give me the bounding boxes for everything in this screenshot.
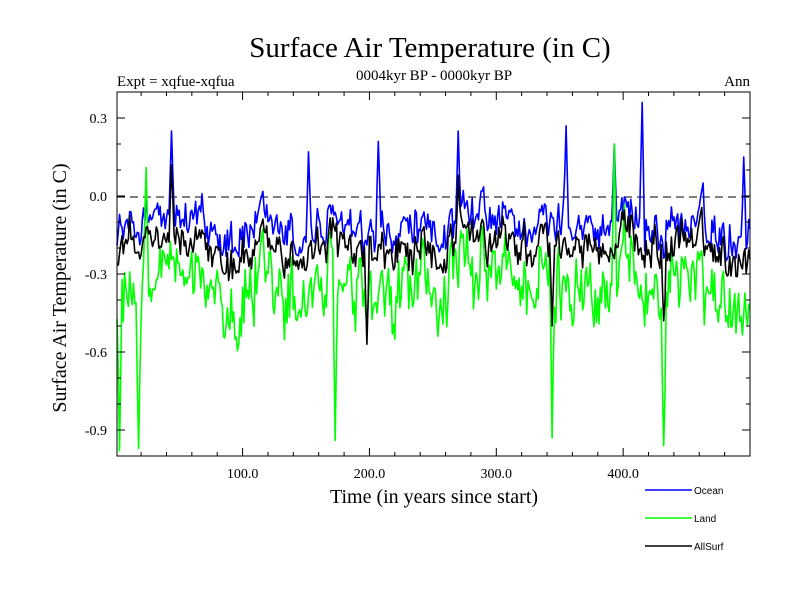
legend-label-allsurf: AllSurf: [694, 542, 724, 553]
legend-label-ocean: Ocean: [694, 486, 723, 497]
chart-title: Surface Air Temperature (in C): [249, 32, 610, 64]
x-tick-label: 100.0: [227, 467, 259, 482]
x-tick-label: 200.0: [354, 467, 386, 482]
x-axis-label: Time (in years since start): [330, 486, 538, 508]
tick-layer: 100.0 200.0 300.0 400.0 0.3 0.0 -0.3 -0.6 -0.9: [85, 92, 750, 482]
chart-subtitle: 0004kyr BP - 0000kyr BP: [356, 68, 512, 84]
plot-frame: [116, 91, 751, 457]
y-tick-label: 0.3: [90, 112, 108, 127]
series-line-land: [116, 143, 751, 452]
y-tick-label: 0.0: [90, 190, 108, 205]
legend: Ocean Land AllSurf: [645, 486, 724, 553]
series-layer: [116, 101, 751, 452]
y-tick-label: -0.9: [85, 424, 107, 439]
experiment-label: Expt = xqfue-xqfua: [117, 74, 235, 90]
y-tick-label: -0.3: [85, 268, 107, 283]
season-label: Ann: [724, 74, 750, 90]
y-axis-label: Surface Air Temperature (in C): [49, 163, 71, 412]
x-tick-label: 400.0: [607, 467, 639, 482]
x-tick-label: 300.0: [481, 467, 513, 482]
y-tick-label: -0.6: [85, 346, 107, 361]
series-line-allsurf: [116, 164, 751, 345]
series-line-ocean: [116, 101, 751, 262]
legend-label-land: Land: [694, 514, 716, 525]
